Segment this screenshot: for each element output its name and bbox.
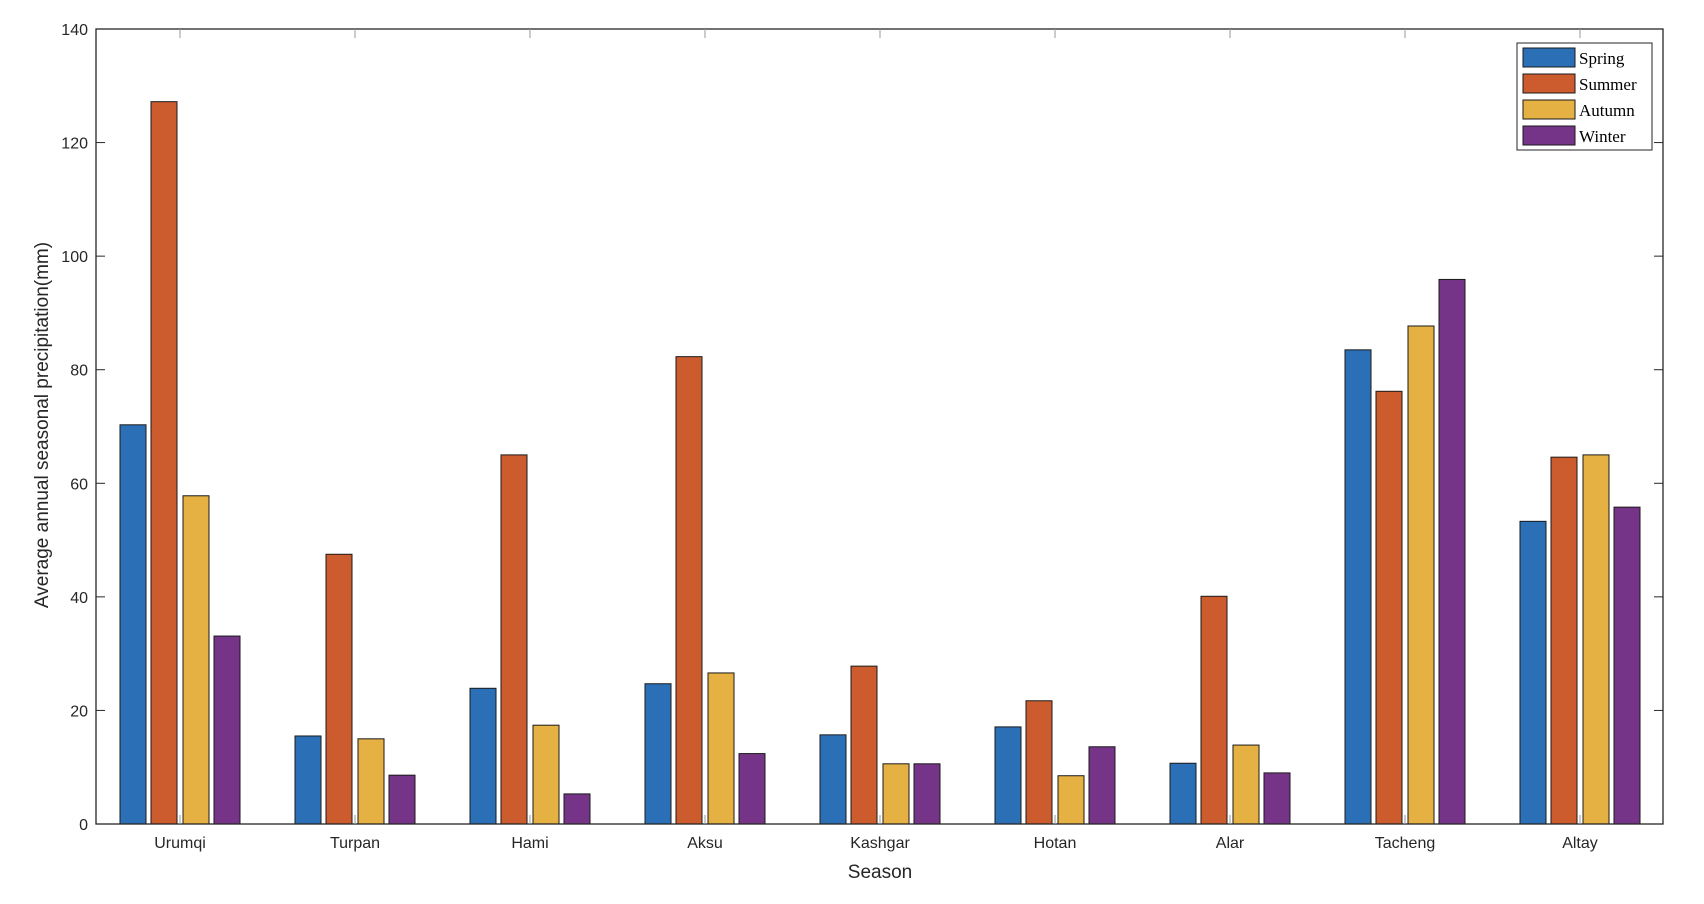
bar-spring-urumqi bbox=[119, 424, 147, 825]
y-tick-label: 0 bbox=[79, 817, 88, 834]
bar-spring-alar bbox=[1169, 762, 1197, 825]
y-tick-label: 20 bbox=[70, 703, 88, 720]
bar-winter-alar bbox=[1263, 772, 1291, 825]
bar-autumn-altay bbox=[1582, 454, 1610, 825]
legend-label-summer: Summer bbox=[1579, 75, 1637, 94]
bar-spring-tacheng bbox=[1344, 349, 1372, 825]
x-tick-label: Urumqi bbox=[154, 835, 206, 852]
bar-winter-aksu bbox=[738, 753, 766, 825]
x-tick-label: Altay bbox=[1562, 835, 1598, 852]
bar-autumn-hotan bbox=[1057, 775, 1085, 825]
bar-summer-hotan bbox=[1025, 700, 1053, 825]
bar-summer-urumqi bbox=[150, 101, 178, 825]
x-tick-label: Hami bbox=[511, 835, 548, 852]
x-tick-label: Turpan bbox=[330, 835, 380, 852]
x-tick-label: Kashgar bbox=[850, 835, 910, 852]
legend-swatch-autumn bbox=[1522, 99, 1576, 120]
legend-swatch-winter bbox=[1522, 125, 1576, 146]
bar-autumn-alar bbox=[1232, 744, 1260, 825]
y-tick-label: 120 bbox=[61, 136, 88, 153]
bar-spring-aksu bbox=[644, 683, 672, 825]
bar-autumn-kashgar bbox=[882, 763, 910, 825]
legend-swatch-summer bbox=[1522, 73, 1576, 94]
bar-summer-aksu bbox=[675, 356, 703, 825]
bar-summer-hami bbox=[500, 454, 528, 825]
bar-winter-tacheng bbox=[1438, 278, 1466, 825]
y-tick-label: 140 bbox=[61, 22, 88, 39]
bar-spring-turpan bbox=[294, 735, 322, 825]
bar-winter-urumqi bbox=[213, 635, 241, 825]
bar-summer-altay bbox=[1550, 456, 1578, 825]
y-axis-ticks: 0 20 40 60 80 100 120 140 bbox=[61, 22, 1663, 834]
bar-spring-altay bbox=[1519, 520, 1547, 825]
bar-autumn-hami bbox=[532, 724, 560, 825]
bar-autumn-aksu bbox=[707, 672, 735, 825]
bar-summer-turpan bbox=[325, 553, 353, 825]
y-axis-title: Average annual seasonal precipitation(mm… bbox=[32, 242, 53, 608]
y-tick-label: 100 bbox=[61, 249, 88, 266]
bar-summer-alar bbox=[1200, 595, 1228, 825]
x-tick-label: Tacheng bbox=[1375, 835, 1436, 852]
bar-autumn-turpan bbox=[357, 738, 385, 825]
bar-spring-hami bbox=[469, 687, 497, 825]
y-tick-label: 40 bbox=[70, 590, 88, 607]
x-tick-label: Hotan bbox=[1034, 835, 1077, 852]
legend-label-winter: Winter bbox=[1579, 127, 1626, 146]
bar-winter-hotan bbox=[1088, 746, 1116, 825]
bar-winter-kashgar bbox=[913, 763, 941, 825]
y-tick-label: 80 bbox=[70, 363, 88, 380]
legend-label-spring: Spring bbox=[1579, 49, 1625, 68]
bar-winter-altay bbox=[1613, 506, 1641, 825]
bar-winter-turpan bbox=[388, 774, 416, 825]
legend: Spring Summer Autumn Winter bbox=[1516, 42, 1653, 151]
x-tick-label: Aksu bbox=[687, 835, 723, 852]
bar-autumn-tacheng bbox=[1407, 325, 1435, 825]
x-axis-ticks: Urumqi Turpan Hami Aksu Kashgar Hotan Alar Tach… bbox=[154, 29, 1598, 852]
legend-swatch-spring bbox=[1522, 47, 1576, 68]
legend-label-autumn: Autumn bbox=[1579, 101, 1635, 120]
bar-spring-kashgar bbox=[819, 734, 847, 825]
x-axis-title: Season bbox=[848, 862, 912, 883]
bar-summer-tacheng bbox=[1375, 390, 1403, 825]
bar-summer-kashgar bbox=[850, 665, 878, 825]
y-tick-label: 60 bbox=[70, 476, 88, 493]
bar-winter-hami bbox=[563, 793, 591, 825]
bars bbox=[119, 101, 1641, 825]
x-tick-label: Alar bbox=[1216, 835, 1245, 852]
bar-autumn-urumqi bbox=[182, 495, 210, 825]
bar-spring-hotan bbox=[994, 726, 1022, 825]
